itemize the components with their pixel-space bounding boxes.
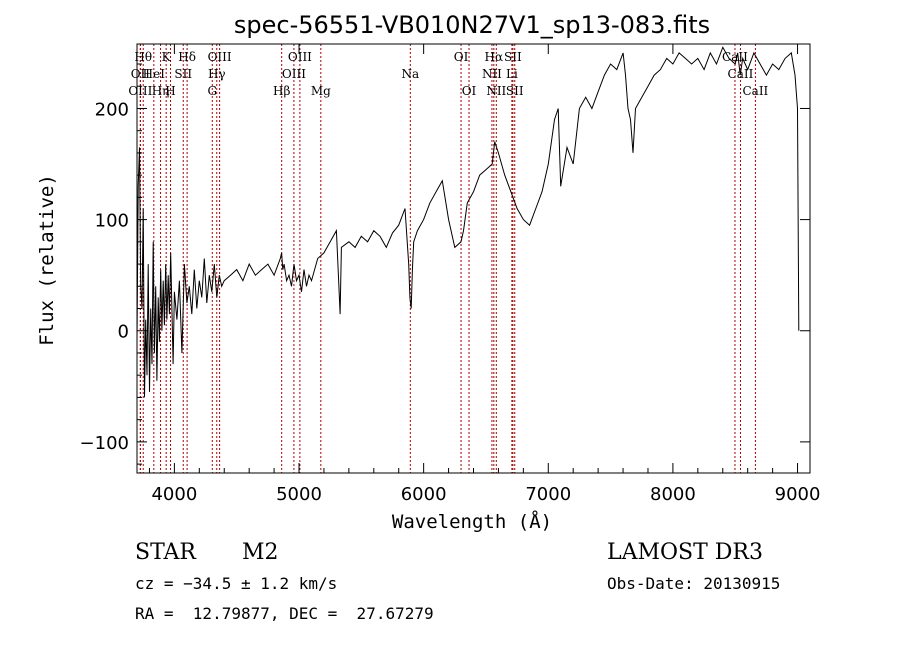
line-label-17: OI <box>454 50 469 64</box>
redshift-cz: cz = −34.5 ± 1.2 km/s <box>135 574 338 593</box>
line-label-22: Li <box>506 67 518 81</box>
y-tick-label: 100 <box>95 211 129 232</box>
line-label-2: OIII <box>128 84 152 98</box>
line-label-25: CaII <box>722 50 748 64</box>
chart-title: spec-56551-VB010N27V1_sp13-083.fits <box>234 11 710 39</box>
line-label-19: NII <box>482 67 502 81</box>
line-label-10: Hγ <box>208 67 226 81</box>
y-tick-label: −100 <box>80 433 129 454</box>
line-markers <box>139 44 756 473</box>
obs-date: Obs-Date: 20130915 <box>607 574 781 593</box>
line-label-14: OIII <box>288 50 312 64</box>
y-axis-ticks: −100 0 100 200 <box>80 63 810 465</box>
line-label-21: NII <box>486 84 506 98</box>
line-label-7: SII <box>174 67 192 81</box>
x-tick-label: 8000 <box>650 484 696 505</box>
line-label-23: SII <box>504 50 522 64</box>
line-label-12: Hβ <box>273 84 290 98</box>
flux-series-line <box>136 46 800 398</box>
ra-dec: RA = 12.79877, DEC = 27.67279 <box>135 604 434 623</box>
x-tick-label: 9000 <box>775 484 821 505</box>
line-label-4: Hη <box>152 84 170 98</box>
x-tick-label: 6000 <box>401 484 447 505</box>
line-label-24: SII <box>506 84 524 98</box>
line-label-18: OI <box>462 84 477 98</box>
x-tick-label: 5000 <box>276 484 322 505</box>
line-label-13: OIII <box>282 67 306 81</box>
object-class: STAR <box>135 540 196 565</box>
line-label-3: HeI <box>143 67 166 81</box>
x-axis-label: Wavelength (Å) <box>392 510 552 533</box>
line-label-5: K <box>162 50 172 64</box>
survey-name: LAMOST DR3 <box>607 540 763 565</box>
line-label-27: CaII <box>742 84 768 98</box>
line-marker-labels: Hθ OII OIII HeI Hη K H SII Hδ G Hγ OIII Hβ OIII OIII Mg… <box>128 50 768 98</box>
line-label-20: Hα <box>485 50 504 64</box>
y-axis-label: Flux (relative) <box>36 174 58 346</box>
line-label-0: Hθ <box>134 50 152 64</box>
y-tick-label: 0 <box>118 322 129 343</box>
x-axis-ticks: 4000 5000 6000 7000 8000 9000 <box>148 44 821 505</box>
line-label-11: OIII <box>208 50 232 64</box>
plot-frame <box>136 43 811 474</box>
line-label-1: OII <box>131 67 151 81</box>
line-label-6: H <box>165 84 175 98</box>
line-label-9: G <box>207 84 217 98</box>
line-label-8: Hδ <box>178 50 196 64</box>
line-label-15: Mg <box>311 84 331 98</box>
x-tick-label: 4000 <box>151 484 197 505</box>
line-label-16: Na <box>401 67 419 81</box>
y-tick-label: 200 <box>95 99 129 120</box>
x-tick-label: 7000 <box>525 484 571 505</box>
object-subclass: M2 <box>242 540 279 565</box>
